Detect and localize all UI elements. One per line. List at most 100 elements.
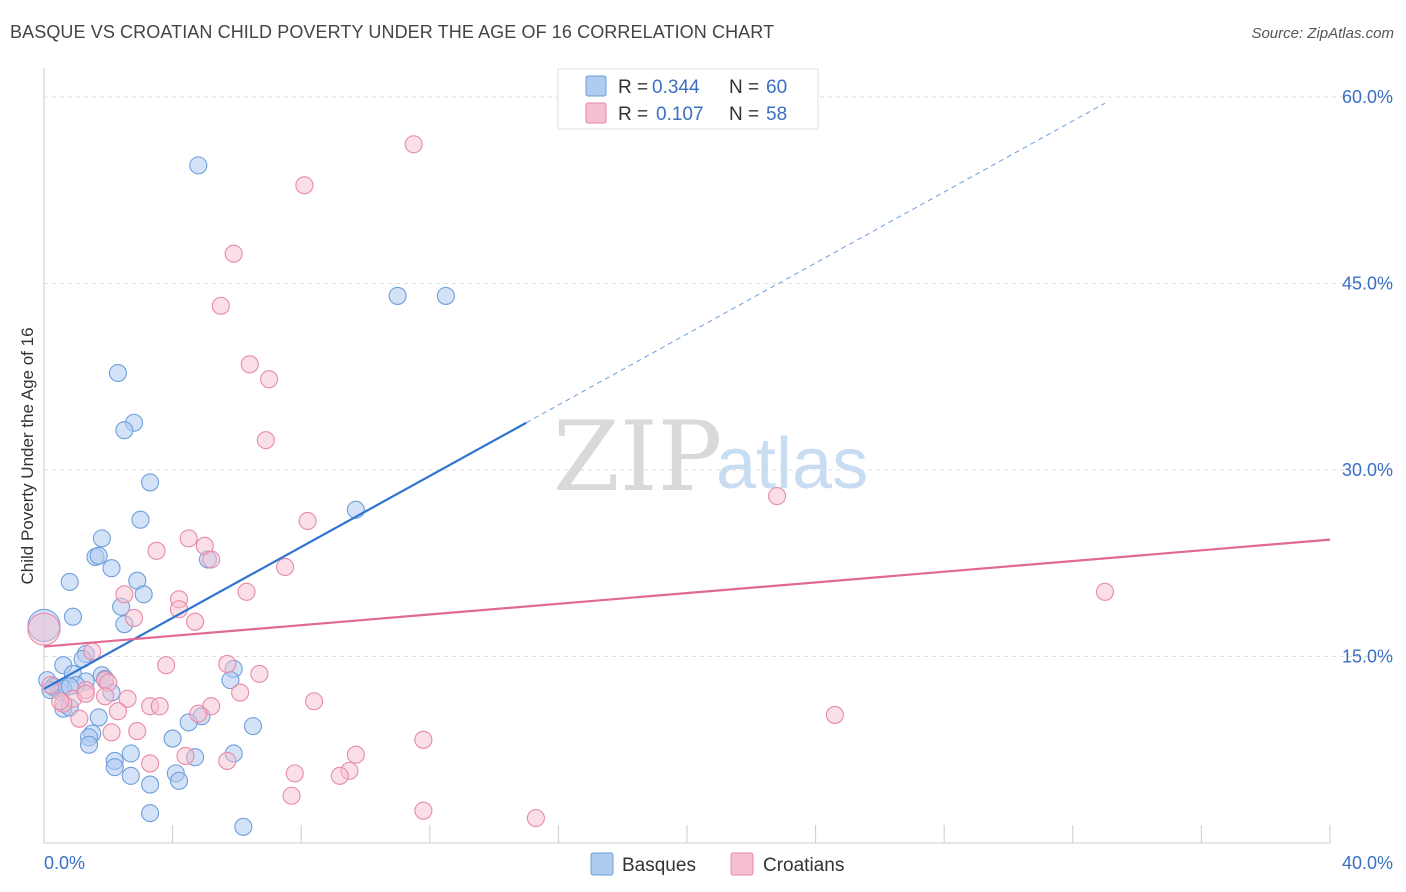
croatian-point [218,751,237,770]
basque-point [89,708,108,727]
croatians-points [27,135,1114,828]
basque-point [141,775,160,794]
watermark-zip: ZIP [553,401,722,513]
legend-n-label-1: N = [729,77,759,98]
croatian-point [276,557,295,577]
legend-r-value-1: 0.344 [652,77,700,98]
basque-point [121,766,140,785]
trend-lines [43,102,1331,690]
croatian-point [157,656,176,675]
gridlines [44,96,1392,657]
legend-swatch-croatians [585,102,607,124]
bottom-legend-swatch-basques [590,852,614,876]
bottom-legend-basques: Basques [622,855,696,876]
croatian-point [118,689,137,708]
croatian-point [250,664,269,683]
croatian-point [76,684,95,703]
croatian-point [285,764,304,783]
y-axis-label: Child Poverty Under the Age of 16 [18,327,37,584]
croatian-point [27,612,61,646]
croatian-point [186,612,205,631]
croatian-point [305,692,324,711]
croatian-point [179,529,198,548]
croatian-point [124,608,144,628]
basque-point [108,363,127,383]
croatian-point [115,585,134,604]
croatian-point [526,809,545,828]
croatian-point [147,541,166,560]
correlation-legend: R = 0.344 N = 60 R = 0.107 N = 58 [557,68,819,130]
y-tick-labels: 15.0% 30.0% 45.0% 60.0% [1342,87,1393,667]
basque-point [134,585,153,604]
watermark-atlas: atlas [716,424,868,504]
y-tick-label-2: 45.0% [1342,274,1393,294]
croatian-point [330,766,349,785]
croatian-point [202,550,221,569]
x-tick-labels: 0.0% 40.0% [44,853,1393,873]
croatian-point [825,705,844,724]
bottom-legend-swatch-croatians [730,852,754,876]
croatian-point [176,746,195,766]
basque-point [141,473,160,492]
croatian-point [218,654,237,674]
x-tick-label-0: 0.0% [44,853,85,873]
croatian-point [150,697,169,716]
croatian-point [1095,582,1114,601]
legend-r-label-1: R = [618,77,648,98]
basque-point [234,817,253,836]
legend-r-value-2: 0.107 [656,104,704,125]
bottom-legend-croatians: Croatians [763,855,844,876]
croatian-point [414,730,433,749]
basque-point [102,559,121,578]
croatian-point [414,801,433,820]
y-tick-label-0: 15.0% [1342,647,1393,667]
croatian-point [282,786,301,805]
basque-point [115,421,134,440]
croatian-point [128,722,147,741]
croatians-trend-line [43,538,1331,648]
legend-swatch-basques [585,75,607,97]
watermark: ZIP atlas [553,401,868,513]
croatian-point [189,704,208,723]
chart-title: BASQUE VS CROATIAN CHILD POVERTY UNDER T… [10,22,775,42]
basque-point [92,529,111,548]
basques-trend-line [43,421,527,690]
croatian-point [404,135,423,154]
basque-point [105,758,124,777]
legend-n-value-1: 60 [766,77,787,98]
croatian-point [237,582,256,601]
basque-point [189,156,208,175]
legend-r-label-2: R = [618,104,648,125]
series-legend: Basques Croatians [590,852,844,876]
croatian-point [83,642,102,661]
basque-point [169,771,189,790]
croatian-point [96,687,115,706]
basque-point [243,717,263,736]
basque-point [121,744,140,763]
basque-point [388,286,407,305]
y-tick-label-3: 60.0% [1342,87,1393,107]
source-label: Source: ZipAtlas.com [1251,25,1394,42]
croatian-point [259,370,279,389]
basques-trend-extension [526,102,1106,424]
croatian-point [256,431,275,450]
legend-n-value-2: 58 [766,104,787,125]
croatian-point [141,754,160,773]
croatian-point [224,244,243,263]
croatian-point [295,176,314,195]
basque-point [63,607,82,626]
basque-point [131,510,150,529]
basque-point [89,546,108,565]
croatian-point [346,745,365,764]
basque-point [60,572,79,591]
croatian-point [108,702,127,721]
y-tick-label-1: 30.0% [1342,460,1393,480]
croatian-point [767,487,787,506]
croatian-point [51,692,70,711]
croatian-point [70,709,89,728]
x-tick-label-1: 40.0% [1342,853,1393,873]
axes [43,68,1331,844]
croatian-point [240,355,259,374]
croatian-point [231,683,250,702]
